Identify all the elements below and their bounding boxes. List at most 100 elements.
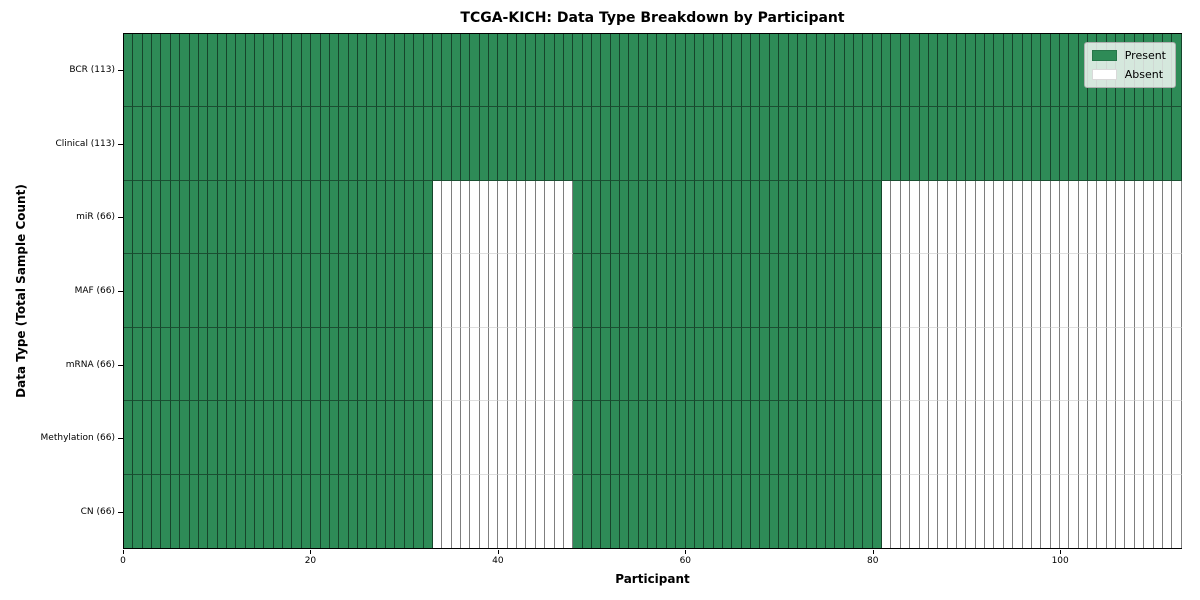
heatmap-cell bbox=[217, 254, 227, 328]
heatmap-cell bbox=[891, 401, 901, 475]
heatmap-cell bbox=[582, 107, 592, 181]
heatmap-cell bbox=[863, 107, 873, 181]
heatmap-cell bbox=[648, 474, 658, 548]
heatmap-cell bbox=[124, 401, 134, 475]
heatmap-cell bbox=[985, 34, 995, 108]
heatmap-cell bbox=[498, 474, 508, 548]
heatmap-cell bbox=[470, 34, 480, 108]
heatmap-cell bbox=[900, 474, 911, 548]
y-tick-label: MAF (66) bbox=[74, 286, 115, 296]
heatmap-cell bbox=[526, 34, 536, 108]
heatmap-cell bbox=[1125, 474, 1135, 548]
heatmap-cell bbox=[713, 254, 723, 328]
heatmap-cell bbox=[1106, 327, 1117, 402]
heatmap-cell bbox=[404, 401, 415, 475]
heatmap-cell bbox=[1022, 401, 1032, 475]
heatmap-cell bbox=[367, 254, 377, 328]
heatmap-cell bbox=[648, 107, 658, 181]
heatmap-cell bbox=[198, 401, 209, 475]
heatmap-cell bbox=[638, 34, 649, 108]
heatmap-cell bbox=[470, 180, 480, 255]
heatmap-cell bbox=[723, 180, 733, 255]
heatmap-cell bbox=[910, 474, 920, 548]
heatmap-cell bbox=[292, 107, 302, 181]
heatmap-cell bbox=[170, 474, 181, 548]
heatmap-cell bbox=[1069, 34, 1079, 108]
heatmap-cell bbox=[545, 34, 555, 108]
heatmap-cell bbox=[620, 34, 630, 108]
heatmap-cell bbox=[124, 474, 134, 548]
heatmap-cell bbox=[339, 34, 349, 108]
heatmap-cell bbox=[217, 180, 227, 255]
heatmap-cell bbox=[1078, 401, 1089, 475]
heatmap-cell bbox=[863, 254, 873, 328]
heatmap-cell bbox=[807, 107, 817, 181]
heatmap-cell bbox=[479, 107, 490, 181]
heatmap-cell bbox=[507, 474, 518, 548]
heatmap-cell bbox=[1144, 180, 1154, 255]
heatmap-cell bbox=[835, 401, 845, 475]
heatmap-cell bbox=[292, 180, 302, 255]
heatmap-cell bbox=[489, 34, 499, 108]
heatmap-cell bbox=[910, 34, 920, 108]
heatmap-cell bbox=[386, 180, 396, 255]
heatmap-cell bbox=[301, 180, 312, 255]
heatmap-cell bbox=[245, 474, 256, 548]
heatmap-cell bbox=[545, 327, 555, 402]
chart-title: TCGA-KICH: Data Type Breakdown by Partic… bbox=[460, 10, 845, 26]
heatmap-cell bbox=[1013, 254, 1023, 328]
heatmap-cell bbox=[694, 34, 705, 108]
heatmap-cell bbox=[208, 254, 218, 328]
heatmap-cell bbox=[591, 107, 602, 181]
heatmap-cell bbox=[395, 107, 405, 181]
heatmap-row bbox=[124, 180, 1182, 255]
heatmap-cell bbox=[498, 34, 508, 108]
heatmap-cell bbox=[629, 254, 639, 328]
heatmap-cell bbox=[928, 180, 939, 255]
heatmap-cell bbox=[966, 107, 976, 181]
heatmap-row bbox=[124, 254, 1182, 328]
heatmap-cell bbox=[966, 34, 976, 108]
heatmap-cell bbox=[1088, 254, 1098, 328]
heatmap-cell bbox=[320, 107, 330, 181]
heatmap-cell bbox=[245, 327, 256, 402]
heatmap-cell bbox=[517, 254, 527, 328]
heatmap-cell bbox=[610, 180, 621, 255]
heatmap-cell bbox=[1059, 254, 1070, 328]
heatmap-cell bbox=[1172, 34, 1182, 108]
heatmap-cell bbox=[657, 401, 667, 475]
heatmap-cell bbox=[601, 34, 611, 108]
heatmap-cell bbox=[395, 327, 405, 402]
heatmap-cell bbox=[1031, 327, 1042, 402]
y-tick-label: mRNA (66) bbox=[65, 359, 115, 370]
heatmap-cell bbox=[1097, 327, 1107, 402]
heatmap-cell bbox=[535, 401, 546, 475]
heatmap-cell bbox=[741, 34, 752, 108]
heatmap-cell bbox=[685, 474, 695, 548]
heatmap-cell bbox=[816, 180, 826, 255]
heatmap-cell bbox=[788, 254, 798, 328]
heatmap-cell bbox=[844, 254, 855, 328]
heatmap-cell bbox=[666, 254, 677, 328]
heatmap-cell bbox=[694, 180, 705, 255]
heatmap-cell bbox=[414, 474, 424, 548]
heatmap-cell bbox=[1172, 107, 1182, 181]
y-tick-marks bbox=[118, 33, 123, 549]
heatmap-cell bbox=[591, 180, 602, 255]
heatmap-cell bbox=[601, 254, 611, 328]
heatmap-cell bbox=[1050, 401, 1060, 475]
heatmap-cell bbox=[273, 327, 284, 402]
heatmap-cell bbox=[797, 254, 808, 328]
heatmap-cell bbox=[956, 254, 967, 328]
heatmap-cell bbox=[255, 327, 265, 402]
heatmap-cell bbox=[741, 401, 752, 475]
heatmap-cell bbox=[386, 327, 396, 402]
heatmap-cell bbox=[498, 254, 508, 328]
heatmap-cell bbox=[152, 401, 162, 475]
heatmap-cell bbox=[573, 474, 583, 548]
heatmap-cell bbox=[517, 107, 527, 181]
heatmap-cell bbox=[882, 180, 892, 255]
heatmap-cell bbox=[591, 327, 602, 402]
heatmap-cell bbox=[910, 107, 920, 181]
heatmap-cell bbox=[563, 401, 574, 475]
